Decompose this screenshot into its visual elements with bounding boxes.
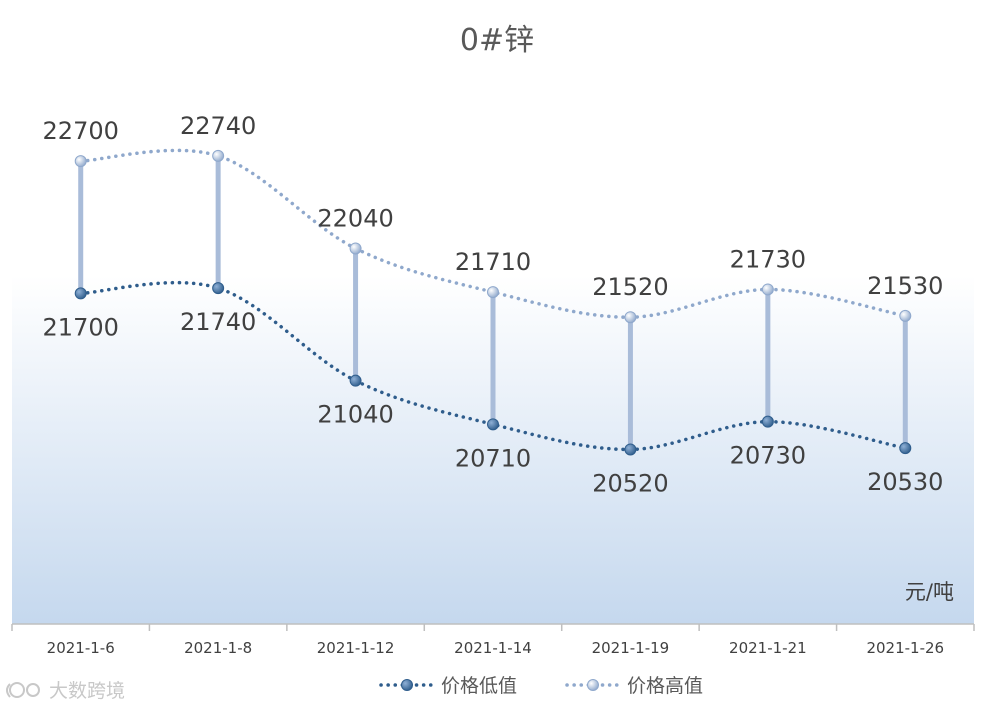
data-label-low: 20530 [867,468,943,496]
unit-label: 元/吨 [905,580,954,604]
data-point-low [487,418,499,431]
x-tick-label: 2021-1-6 [47,639,115,657]
data-point-low [349,374,362,387]
data-point-high [487,286,499,299]
data-label-high: 21520 [592,273,668,301]
data-point-high [349,242,362,255]
x-tick-label: 2021-1-14 [454,639,532,657]
watermark: 大数跨境 [6,680,125,702]
data-labels: 22700 21700 22740 21740 22040 21040 21710 20710… [43,112,944,498]
x-tick-label: 2021-1-21 [729,639,807,657]
data-point-high [899,309,912,322]
data-label-high: 22040 [317,204,393,232]
legend-swatch-marker [587,679,599,691]
data-label-low: 21040 [317,401,393,429]
data-point-low [74,287,87,300]
x-tick-label: 2021-1-12 [317,639,395,657]
chart-title: 0#锌 [460,23,534,58]
watermark-logo-icon [6,682,40,698]
data-point-low [899,442,912,455]
data-point-high [212,149,225,162]
legend-item-high: 价格高值 [565,675,703,697]
x-tick-label: 2021-1-19 [592,639,670,657]
data-point-high [624,311,637,324]
high-low-lines [78,155,908,450]
data-label-low: 20710 [455,444,531,472]
data-label-high: 22700 [43,117,119,145]
watermark-text: 大数跨境 [49,680,125,702]
data-label-low: 21740 [180,308,256,336]
data-label-low: 21700 [43,313,119,341]
data-point-low [212,282,225,295]
series-group [74,148,912,456]
data-label-low: 20730 [730,442,806,470]
data-label-high: 21530 [867,272,943,300]
legend-label: 价格高值 [627,675,703,697]
data-point-high [74,155,87,168]
legend-item-low: 价格低值 [379,675,517,697]
x-tick-label: 2021-1-26 [866,639,944,657]
data-point-low [761,415,774,428]
legend-swatch-marker [401,679,413,691]
data-label-low: 20520 [592,469,668,497]
data-label-high: 21730 [730,245,806,273]
x-axis: 2021-1-6 2021-1-8 2021-1-12 2021-1-14 2021-1… [11,624,975,657]
data-label-high: 21710 [455,248,531,276]
legend: 价格低值 价格高值 [379,675,703,697]
data-label-high: 22740 [180,112,256,140]
legend-label: 价格低值 [441,675,517,697]
x-tick-label: 2021-1-8 [184,639,252,657]
data-point-low [624,443,637,456]
data-point-high [761,283,774,296]
